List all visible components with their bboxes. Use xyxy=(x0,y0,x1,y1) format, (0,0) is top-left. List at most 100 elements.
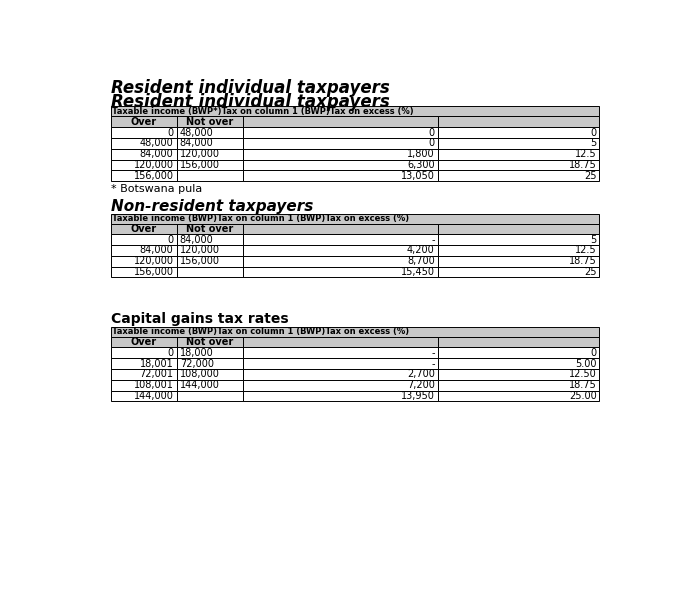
Bar xyxy=(111,149,176,160)
Text: 84,000: 84,000 xyxy=(140,149,174,159)
Text: 18,001: 18,001 xyxy=(140,359,174,368)
Text: 5: 5 xyxy=(590,235,596,244)
Text: Taxable income (BWP)Tax on column 1 (BWP)Tax on excess (%): Taxable income (BWP)Tax on column 1 (BWP… xyxy=(112,214,409,223)
Text: 84,000: 84,000 xyxy=(180,235,214,244)
Text: 120,000: 120,000 xyxy=(180,246,220,255)
Bar xyxy=(176,223,243,234)
Bar xyxy=(438,369,599,380)
Bar xyxy=(438,380,599,391)
Text: 156,000: 156,000 xyxy=(134,171,174,181)
Text: 156,000: 156,000 xyxy=(134,267,174,277)
Bar xyxy=(438,358,599,369)
Bar xyxy=(243,149,438,160)
Text: * Botswana pula: * Botswana pula xyxy=(111,185,202,194)
Text: Over: Over xyxy=(131,337,157,347)
Bar xyxy=(243,223,438,234)
Bar xyxy=(111,358,176,369)
Text: Over: Over xyxy=(131,224,157,234)
Bar xyxy=(111,337,176,347)
Text: Resident individual taxpayers: Resident individual taxpayers xyxy=(111,93,389,111)
Text: -: - xyxy=(431,359,435,368)
Bar xyxy=(111,214,599,223)
Text: Over: Over xyxy=(131,117,157,127)
Bar xyxy=(176,347,243,358)
Text: -: - xyxy=(431,348,435,358)
Text: 15,450: 15,450 xyxy=(401,267,435,277)
Bar xyxy=(438,117,599,127)
Text: 120,000: 120,000 xyxy=(134,160,174,170)
Bar xyxy=(243,337,438,347)
Text: 25: 25 xyxy=(584,171,596,181)
Bar xyxy=(176,380,243,391)
Bar xyxy=(176,171,243,181)
Bar xyxy=(243,380,438,391)
Bar xyxy=(176,138,243,149)
Bar xyxy=(176,127,243,138)
Bar xyxy=(176,256,243,267)
Text: 25: 25 xyxy=(584,267,596,277)
Bar xyxy=(243,171,438,181)
Bar xyxy=(176,337,243,347)
Bar xyxy=(438,347,599,358)
Text: 5.00: 5.00 xyxy=(575,359,596,368)
Text: 0: 0 xyxy=(167,348,174,358)
Bar xyxy=(176,391,243,401)
Bar xyxy=(438,256,599,267)
Text: Not over: Not over xyxy=(186,117,233,127)
Bar xyxy=(111,127,176,138)
Bar xyxy=(243,358,438,369)
Text: 13,050: 13,050 xyxy=(401,171,435,181)
Bar xyxy=(243,138,438,149)
Text: 0: 0 xyxy=(167,128,174,138)
Bar xyxy=(111,245,176,256)
Bar xyxy=(111,380,176,391)
Bar xyxy=(243,347,438,358)
Text: 1,800: 1,800 xyxy=(407,149,435,159)
Bar xyxy=(176,160,243,171)
Bar xyxy=(111,369,176,380)
Bar xyxy=(111,117,176,127)
Bar xyxy=(438,138,599,149)
Text: 12.5: 12.5 xyxy=(575,149,596,159)
Text: 2,700: 2,700 xyxy=(407,370,435,379)
Text: 13,950: 13,950 xyxy=(401,391,435,401)
Text: 18.75: 18.75 xyxy=(569,380,596,390)
Text: 84,000: 84,000 xyxy=(140,246,174,255)
Bar xyxy=(438,391,599,401)
Text: 72,000: 72,000 xyxy=(180,359,214,368)
Text: Capital gains tax rates: Capital gains tax rates xyxy=(111,312,288,326)
Text: 48,000: 48,000 xyxy=(140,139,174,148)
Text: 6,300: 6,300 xyxy=(407,160,435,170)
Bar xyxy=(438,171,599,181)
Bar xyxy=(438,223,599,234)
Text: Not over: Not over xyxy=(186,337,233,347)
Text: 25.00: 25.00 xyxy=(569,391,596,401)
Text: 120,000: 120,000 xyxy=(180,149,220,159)
Text: Not over: Not over xyxy=(186,224,233,234)
Bar xyxy=(243,160,438,171)
Text: 12.50: 12.50 xyxy=(569,370,596,379)
Bar xyxy=(438,160,599,171)
Bar xyxy=(438,337,599,347)
Bar xyxy=(176,267,243,278)
Text: 12.5: 12.5 xyxy=(575,246,596,255)
Bar xyxy=(111,171,176,181)
Bar xyxy=(176,117,243,127)
Text: 108,000: 108,000 xyxy=(180,370,220,379)
Bar xyxy=(111,223,176,234)
Text: 144,000: 144,000 xyxy=(134,391,174,401)
Bar xyxy=(243,256,438,267)
Bar xyxy=(438,149,599,160)
Bar xyxy=(438,245,599,256)
Bar xyxy=(243,117,438,127)
Bar xyxy=(243,369,438,380)
Text: 0: 0 xyxy=(591,348,596,358)
Text: Resident individual taxpayers: Resident individual taxpayers xyxy=(111,79,389,97)
Bar xyxy=(111,106,599,117)
Text: 8,700: 8,700 xyxy=(407,257,435,266)
Text: 120,000: 120,000 xyxy=(134,257,174,266)
Text: 0: 0 xyxy=(428,139,435,148)
Text: 0: 0 xyxy=(167,235,174,244)
Bar xyxy=(176,149,243,160)
Text: 48,000: 48,000 xyxy=(180,128,214,138)
